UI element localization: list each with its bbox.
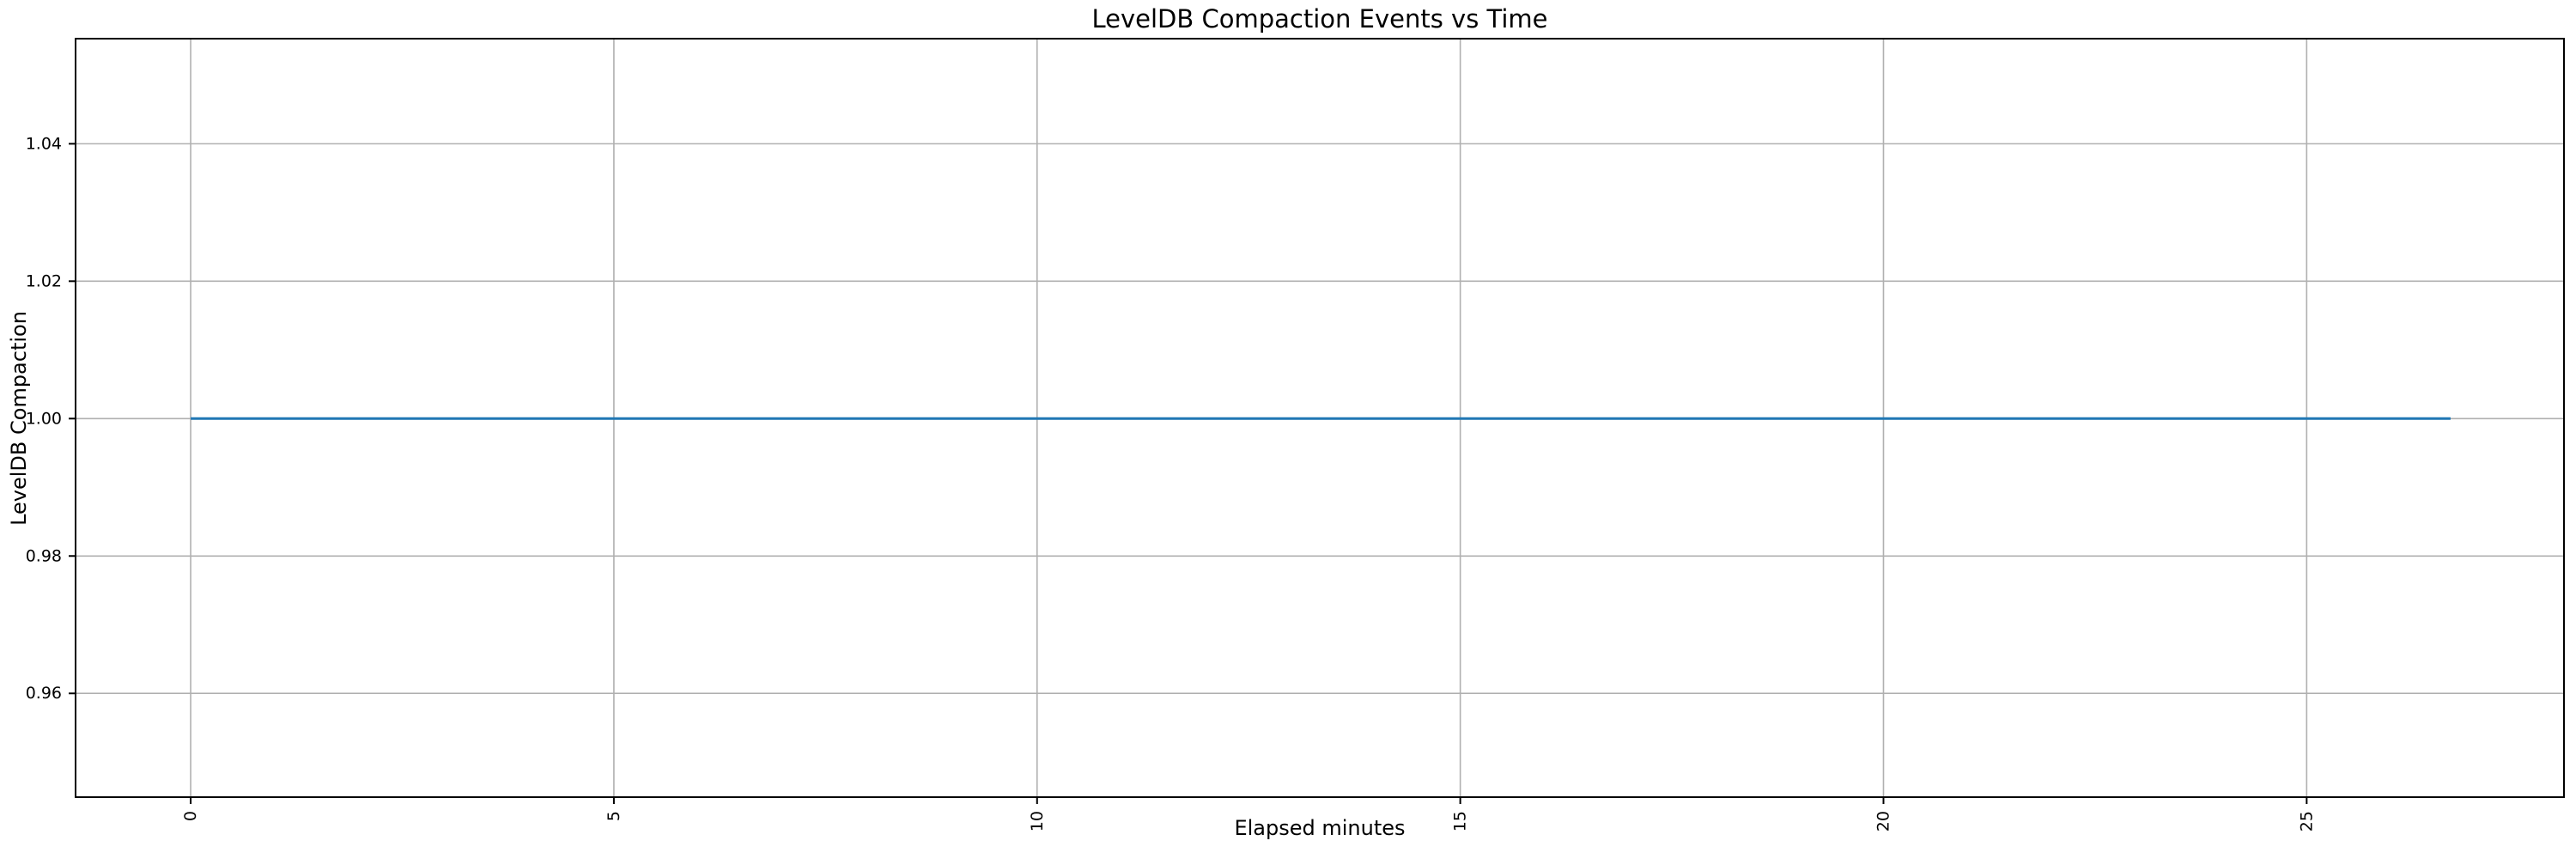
x-tick-label: 15 [1451,811,1470,832]
x-axis-label: Elapsed minutes [1234,816,1405,840]
axes-layer [69,38,2565,804]
tick-label-layer: 0 5 10 15 20 25 0.96 0.98 1.00 1.02 1.04 [26,134,2317,832]
x-tick-label: 25 [2297,811,2316,832]
y-tick-label: 1.02 [26,271,62,290]
y-tick-label: 0.98 [26,546,62,565]
y-tick-label: 0.96 [26,684,62,703]
y-axis-label: LevelDB Compaction [7,311,31,526]
y-tick-label: 1.00 [26,409,62,428]
x-tick-label: 20 [1874,811,1893,832]
x-tick-label: 0 [181,811,200,821]
chart-title: LevelDB Compaction Events vs Time [1092,4,1548,34]
x-tick-label: 10 [1028,811,1047,832]
x-tick-label: 5 [605,811,623,821]
y-tick-label: 1.04 [26,134,62,153]
